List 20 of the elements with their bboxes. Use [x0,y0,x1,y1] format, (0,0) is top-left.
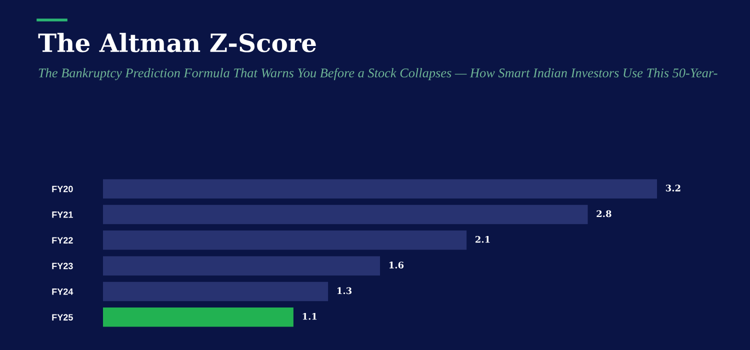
data-label: 2.1 [476,236,490,243]
chart-subtitle: The Bankruptcy Prediction Formula That Warns You Before a Stock Collapses — How Smart Indian Investors Use This 50-Year- [38,68,718,80]
bar [103,204,588,224]
data-label: 2.8 [596,210,612,218]
data-label: 1.1 [302,312,317,320]
bar [103,256,380,276]
y-tick-label: FY22 [52,237,73,244]
y-tick-label: FY25 [52,314,73,321]
bar [103,308,294,327]
chart-title: The Altman Z-Score [38,32,316,52]
bar [103,179,657,198]
bar [103,230,467,250]
y-tick-label: FY20 [52,186,73,192]
y-tick-label: FY21 [52,211,73,218]
bar [103,282,328,302]
data-label: 1.6 [389,262,404,268]
data-label: 1.3 [337,287,352,294]
y-tick-label: FY24 [52,288,74,295]
data-label: 3.2 [666,184,680,192]
y-tick-label: FY23 [52,262,73,270]
